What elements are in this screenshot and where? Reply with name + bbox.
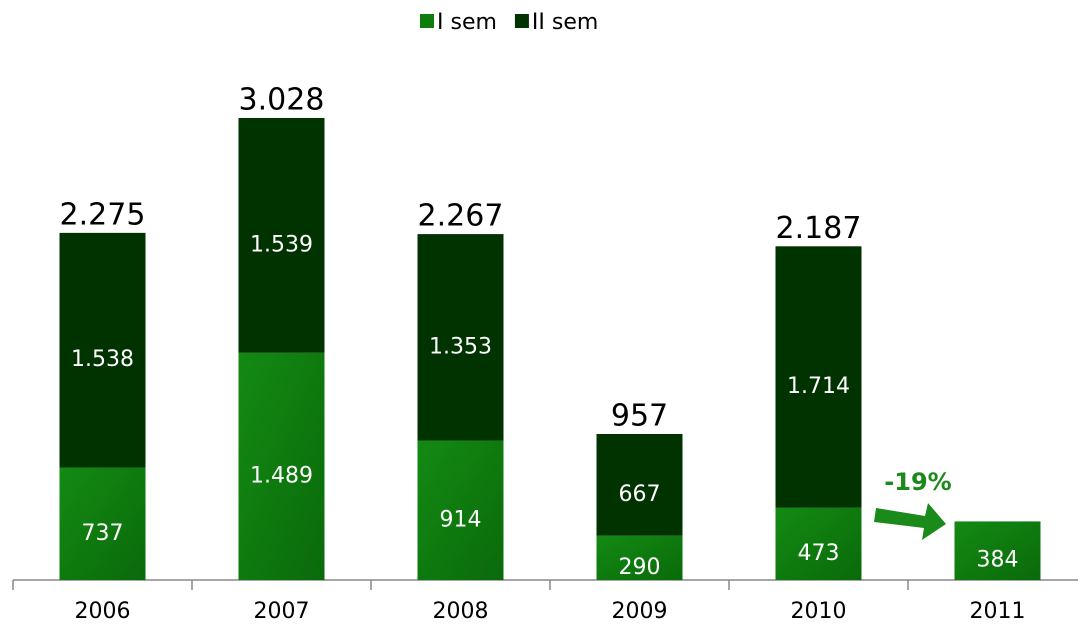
legend-label: II sem — [532, 10, 598, 35]
legend-label: I sem — [437, 10, 497, 35]
bar-segment — [417, 440, 504, 580]
bar-segment — [238, 117, 325, 353]
total-label: 2.275 — [60, 197, 146, 232]
bar-segment — [596, 535, 683, 580]
x-tick-label: 2011 — [970, 599, 1026, 624]
bar-segment — [775, 246, 862, 508]
total-label: 2.267 — [418, 199, 504, 234]
data-label: 914 — [440, 507, 482, 532]
bar-segment — [596, 433, 683, 536]
bar-segment — [775, 507, 862, 580]
legend-swatch — [420, 14, 434, 28]
annotation: -19% — [884, 468, 951, 496]
data-label: 1.714 — [787, 374, 850, 399]
data-label: 667 — [619, 482, 661, 507]
total-label: 957 — [611, 398, 668, 433]
data-label: 1.353 — [429, 334, 492, 359]
data-label: 1.538 — [71, 347, 134, 372]
x-tick-label: 2010 — [791, 599, 847, 624]
x-tick-label: 2006 — [75, 599, 131, 624]
bar-segment — [954, 521, 1041, 580]
bar-segment — [59, 232, 146, 468]
bar-segment — [417, 234, 504, 441]
data-label: 290 — [619, 555, 661, 580]
x-tick-label: 2008 — [433, 599, 489, 624]
data-label: 384 — [977, 548, 1019, 573]
total-label: 3.028 — [239, 82, 325, 117]
arrow — [874, 503, 946, 540]
data-label: 1.489 — [250, 463, 313, 488]
total-label: 2.187 — [776, 211, 862, 246]
bar-segment — [59, 467, 146, 580]
data-label: 737 — [82, 521, 124, 546]
bar-segment — [238, 352, 325, 580]
data-label: 1.539 — [250, 232, 313, 257]
x-tick-label: 2007 — [254, 599, 310, 624]
data-label: 473 — [798, 541, 840, 566]
x-tick-label: 2009 — [612, 599, 668, 624]
legend-swatch — [514, 14, 529, 28]
